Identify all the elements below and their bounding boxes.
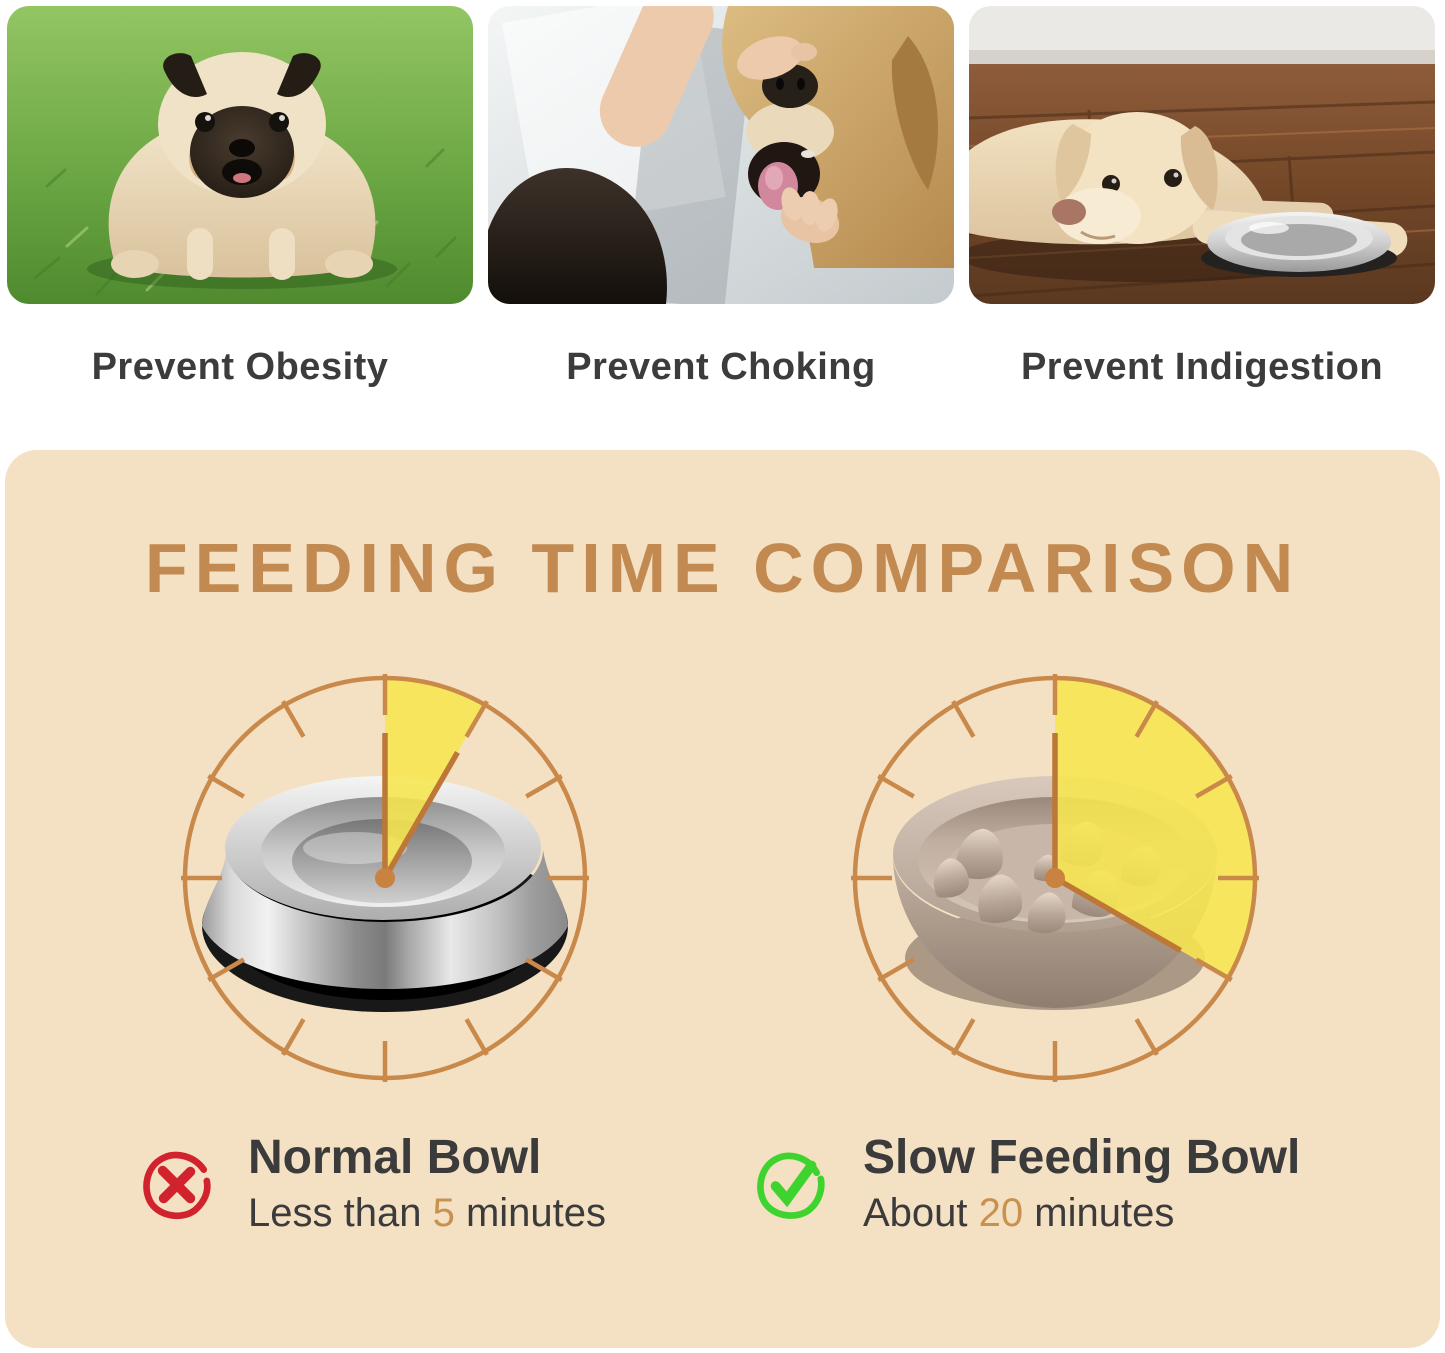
- result-time: Less than 5 minutes: [248, 1191, 606, 1236]
- fat-pug-on-grass-photo: [7, 6, 473, 304]
- time-prefix: About: [863, 1190, 979, 1235]
- benefit-caption: Prevent Choking: [566, 346, 876, 388]
- clock-ticks: [851, 674, 1259, 1082]
- benefit-obesity: Prevent Obesity: [7, 6, 473, 389]
- clock-ticks: [181, 674, 589, 1082]
- feeding-time-comparison-panel: FEEDING TIME COMPARISON: [5, 450, 1440, 1348]
- result-text: Slow Feeding Bowl About 20 minutes: [863, 1132, 1300, 1236]
- baseboard: [969, 50, 1435, 64]
- clock-slow-feeding-bowl: [851, 674, 1259, 1082]
- person-head: [488, 168, 667, 304]
- panel-title: FEEDING TIME COMPARISON: [144, 529, 1301, 607]
- grass-texture: [33, 148, 457, 296]
- result-normal-bowl: Normal Bowl Less than 5 minutes: [138, 1132, 606, 1236]
- time-suffix: minutes: [454, 1190, 606, 1235]
- cross-icon: [143, 1151, 211, 1219]
- benefit-indigestion: Prevent Indigestion: [969, 6, 1435, 389]
- result-time: About 20 minutes: [863, 1191, 1300, 1236]
- time-value: 20: [978, 1190, 1024, 1235]
- benefit-caption: Prevent Indigestion: [1020, 346, 1384, 388]
- time-wedge: [1055, 678, 1255, 978]
- benefit-caption: Prevent Obesity: [91, 346, 389, 388]
- checking-dog-mouth-photo: [488, 6, 954, 304]
- clock-hands: [1052, 733, 1182, 953]
- clock-normal-bowl: [181, 674, 589, 1082]
- steel-bowl: [1201, 212, 1397, 277]
- clock-hands: [382, 733, 460, 880]
- result-slow-feeding-bowl: Slow Feeding Bowl About 20 minutes: [753, 1132, 1300, 1236]
- result-name: Slow Feeding Bowl: [863, 1131, 1301, 1184]
- clock-center-dot: [1045, 868, 1065, 888]
- pug-illustration: [108, 52, 376, 280]
- dog-lying-by-bowl-photo: [969, 6, 1435, 304]
- time-prefix: Less than: [248, 1190, 433, 1235]
- check-icon: [757, 1152, 825, 1219]
- clock-center-dot: [375, 868, 395, 888]
- time-value: 5: [432, 1190, 455, 1235]
- result-name: Normal Bowl: [248, 1131, 542, 1184]
- benefit-choking: Prevent Choking: [488, 6, 954, 389]
- benefits-row: Prevent Obesity: [0, 0, 1445, 389]
- person-hands: [599, 6, 840, 244]
- time-suffix: minutes: [1023, 1190, 1175, 1235]
- time-wedge: [385, 678, 485, 878]
- result-text: Normal Bowl Less than 5 minutes: [248, 1132, 606, 1236]
